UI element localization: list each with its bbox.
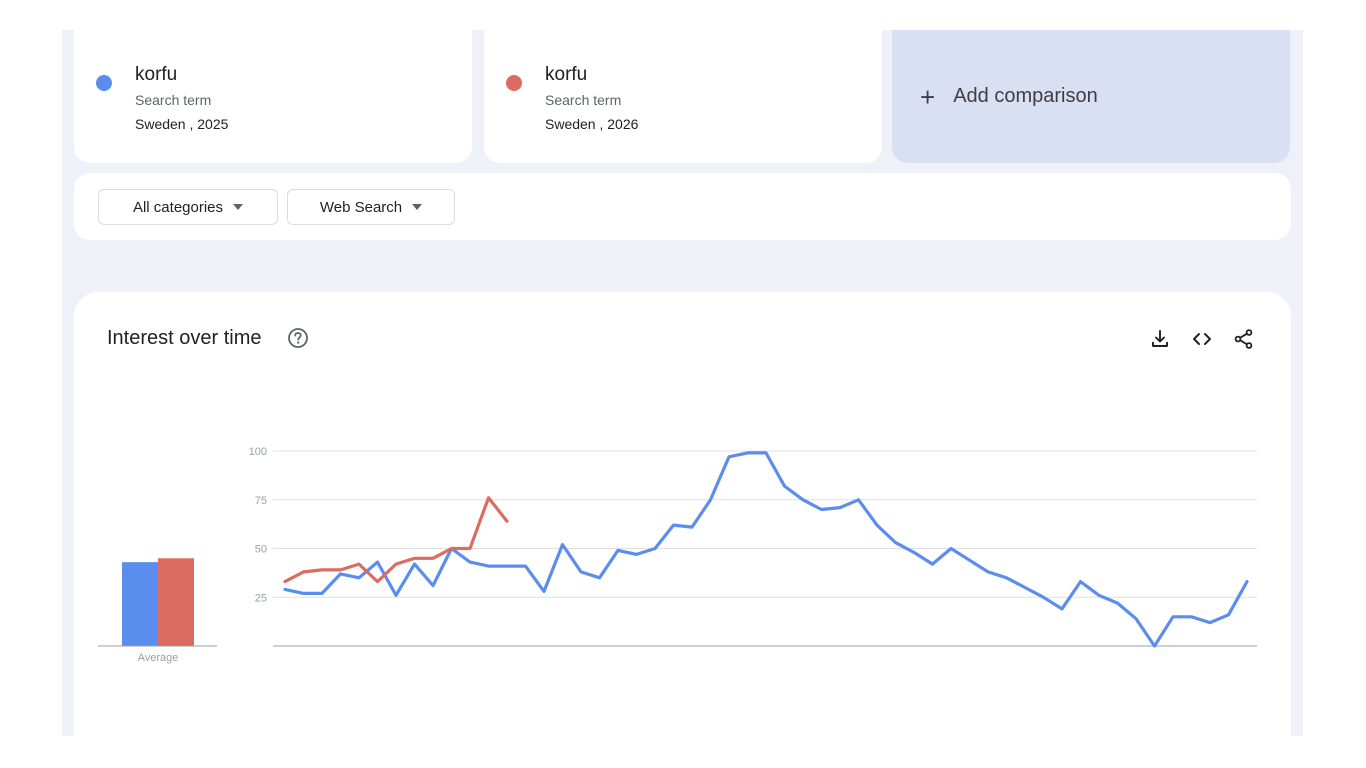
interest-over-time-chart: 25 50 75 100 Average — [98, 446, 1257, 664]
interest-over-time-card: Interest over time 25 50 75 100 Average — [74, 292, 1291, 736]
plus-icon: + — [920, 81, 936, 112]
average-bar — [158, 558, 194, 646]
average-label: Average — [138, 652, 179, 664]
category-dropdown[interactable]: All categories — [98, 189, 278, 225]
search-type-dropdown-label: Web Search — [319, 198, 403, 216]
y-tick-label: 50 — [255, 544, 267, 556]
search-type-dropdown[interactable]: Web Search — [287, 189, 455, 225]
series-line-1 — [283, 451, 1249, 648]
term-kind: Search term — [135, 92, 212, 108]
download-icon[interactable] — [1149, 328, 1171, 350]
series-color-dot — [96, 75, 112, 91]
series-color-dot — [506, 75, 522, 91]
chevron-down-icon — [233, 204, 244, 210]
average-bar — [122, 562, 158, 646]
term-kind: Search term — [545, 92, 622, 108]
filter-bar: All categories Web Search — [74, 173, 1291, 240]
term-region-year: Sweden , 2025 — [135, 116, 229, 132]
series-line-2 — [283, 496, 509, 584]
embed-icon[interactable] — [1191, 328, 1213, 350]
category-dropdown-label: All categories — [132, 198, 224, 216]
term-region-year: Sweden , 2026 — [545, 116, 639, 132]
term-name: korfu — [135, 64, 178, 85]
y-tick-label: 100 — [249, 446, 267, 458]
y-tick-label: 75 — [255, 495, 267, 507]
share-icon[interactable] — [1233, 328, 1255, 350]
help-icon[interactable] — [287, 327, 309, 349]
term-card-2[interactable]: korfu Search term Sweden , 2026 — [484, 30, 882, 163]
y-tick-label: 25 — [255, 592, 267, 604]
term-name: korfu — [545, 64, 588, 85]
add-comparison-label: Add comparison — [953, 85, 1098, 107]
chevron-down-icon — [412, 204, 423, 210]
add-comparison-button[interactable]: + Add comparison — [892, 30, 1290, 163]
term-card-1[interactable]: korfu Search term Sweden , 2025 — [74, 30, 472, 163]
chart-title: Interest over time — [107, 327, 262, 349]
